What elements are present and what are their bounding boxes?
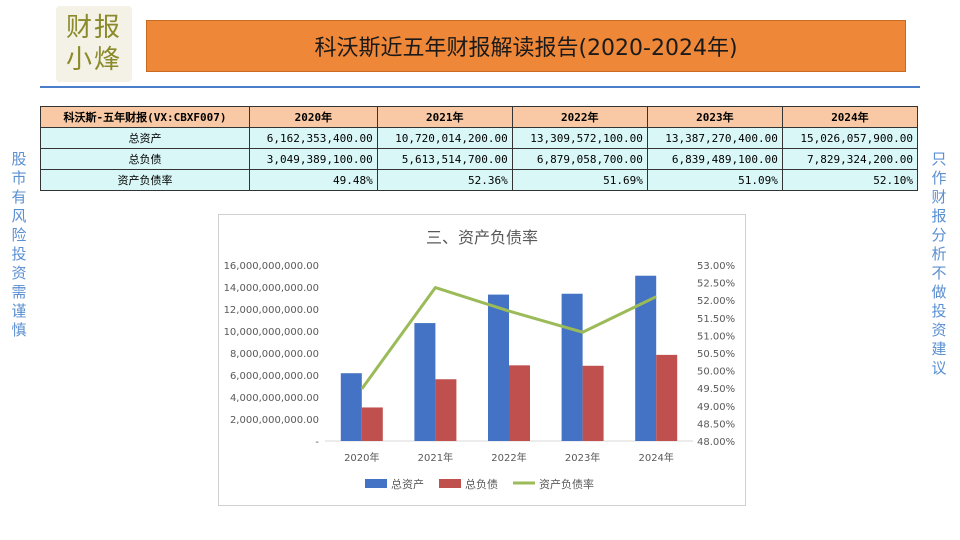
row-label: 总资产 — [40, 127, 250, 149]
chart-panel: 三、资产负债率 - 2,000,000,000.00 4,000,000,000.00… — [218, 214, 746, 506]
y-right-tick-label: 52.00% — [697, 296, 735, 307]
bar-total-liabilities — [435, 379, 457, 441]
table-cell: 15,026,057,900.00 — [781, 127, 919, 149]
y-right-tick-label: 52.50% — [697, 279, 735, 290]
table-row: 总负债 3,049,389,100.00 5,613,514,700.00 6,… — [40, 148, 919, 170]
table-cell: 3,049,389,100.00 — [249, 148, 378, 170]
bar-total-liabilities — [361, 407, 383, 441]
y-left-tick-label: 4,000,000,000.00 — [230, 393, 319, 404]
table-header-label: 科沃斯-五年财报(VX:CBXF007) — [40, 106, 250, 128]
table-header-year: 2022年 — [511, 106, 648, 128]
x-tick-label: 2024年 — [638, 451, 673, 464]
table-cell: 7,829,324,200.00 — [781, 148, 919, 170]
table-row: 总资产 6,162,353,400.00 10,720,014,200.00 1… — [40, 127, 919, 149]
y-right-tick-label: 53.00% — [697, 261, 735, 272]
logo-line-1: 财报 — [65, 13, 122, 43]
table-cell: 52.10% — [781, 169, 919, 191]
financial-table: 科沃斯-五年财报(VX:CBXF007) 2020年 2021年 2022年 2… — [40, 106, 919, 191]
y-right-tick-label: 49.00% — [697, 402, 735, 413]
table-header-row: 科沃斯-五年财报(VX:CBXF007) 2020年 2021年 2022年 2… — [40, 106, 919, 128]
y-left-tick-label: 14,000,000,000.00 — [224, 283, 319, 294]
x-tick-label: 2022年 — [491, 451, 526, 464]
y-right-tick-label: 51.00% — [697, 331, 735, 342]
x-tick-label: 2021年 — [418, 451, 453, 464]
y-right-tick-label: 48.50% — [697, 419, 735, 430]
y-right-tick-label: 51.50% — [697, 314, 735, 325]
y-left-tick-label: 8,000,000,000.00 — [230, 349, 319, 360]
bar-total-assets — [340, 373, 362, 441]
table-row: 资产负债率 49.48% 52.36% 51.69% 51.09% 52.10% — [40, 169, 919, 191]
y-right-tick-label: 49.50% — [697, 384, 735, 395]
table-cell: 6,162,353,400.00 — [249, 127, 378, 149]
table-cell: 13,309,572,100.00 — [511, 127, 648, 149]
row-label: 总负债 — [40, 148, 250, 170]
asset-liability-chart: 三、资产负债率 - 2,000,000,000.00 4,000,000,000.00… — [224, 228, 736, 491]
table-cell: 6,839,489,100.00 — [646, 148, 783, 170]
x-tick-label: 2020年 — [344, 451, 379, 464]
side-note-left: 股市有风险 投资需谨慎 — [11, 150, 27, 339]
table-header-year: 2023年 — [646, 106, 783, 128]
y-right-tick-label: 50.50% — [697, 349, 735, 360]
page-title: 科沃斯近五年财报解读报告(2020-2024年) — [146, 20, 906, 72]
legend-label: 资产负债率 — [539, 477, 594, 491]
table-cell: 6,879,058,700.00 — [511, 148, 648, 170]
y-left-tick-label: 10,000,000,000.00 — [224, 327, 319, 338]
y-left-tick-label: - — [315, 437, 319, 448]
legend-swatch — [439, 479, 461, 488]
bar-total-assets — [561, 293, 583, 441]
y-left-tick-label: 6,000,000,000.00 — [230, 371, 319, 382]
table-cell: 51.69% — [511, 169, 648, 191]
y-right-tick-label: 50.00% — [697, 367, 735, 378]
legend-swatch — [365, 479, 387, 488]
table-header-year: 2024年 — [781, 106, 919, 128]
row-label: 资产负债率 — [40, 169, 250, 191]
bar-total-assets — [414, 323, 436, 441]
chart-title: 三、资产负债率 — [426, 228, 538, 247]
y-left-tick-label: 12,000,000,000.00 — [224, 305, 319, 316]
header-divider — [40, 86, 920, 88]
y-left-tick-label: 2,000,000,000.00 — [230, 415, 319, 426]
bar-total-assets — [488, 294, 509, 441]
legend-label: 总资产 — [391, 477, 424, 491]
bar-total-liabilities — [582, 365, 604, 441]
table-cell: 49.48% — [249, 169, 378, 191]
side-note-right: 只作财报分析 不做投资建议 — [931, 150, 947, 377]
line-debt-ratio — [360, 286, 657, 390]
table-cell: 13,387,270,400.00 — [646, 127, 783, 149]
table-cell: 5,613,514,700.00 — [376, 148, 513, 170]
logo-line-2: 小烽 — [65, 45, 122, 75]
bar-total-liabilities — [509, 365, 530, 441]
y-right-tick-label: 48.00% — [697, 437, 735, 448]
table-header-year: 2021年 — [376, 106, 513, 128]
table-cell: 10,720,014,200.00 — [376, 127, 513, 149]
x-tick-label: 2023年 — [565, 451, 600, 464]
y-left-tick-label: 16,000,000,000.00 — [224, 261, 319, 272]
table-cell: 51.09% — [646, 169, 783, 191]
table-header-year: 2020年 — [249, 106, 378, 128]
table-cell: 52.36% — [376, 169, 513, 191]
legend-label: 总负债 — [465, 477, 498, 491]
bar-total-liabilities — [656, 354, 678, 441]
logo: 财报 小烽 — [56, 6, 132, 82]
bar-total-assets — [635, 275, 657, 441]
